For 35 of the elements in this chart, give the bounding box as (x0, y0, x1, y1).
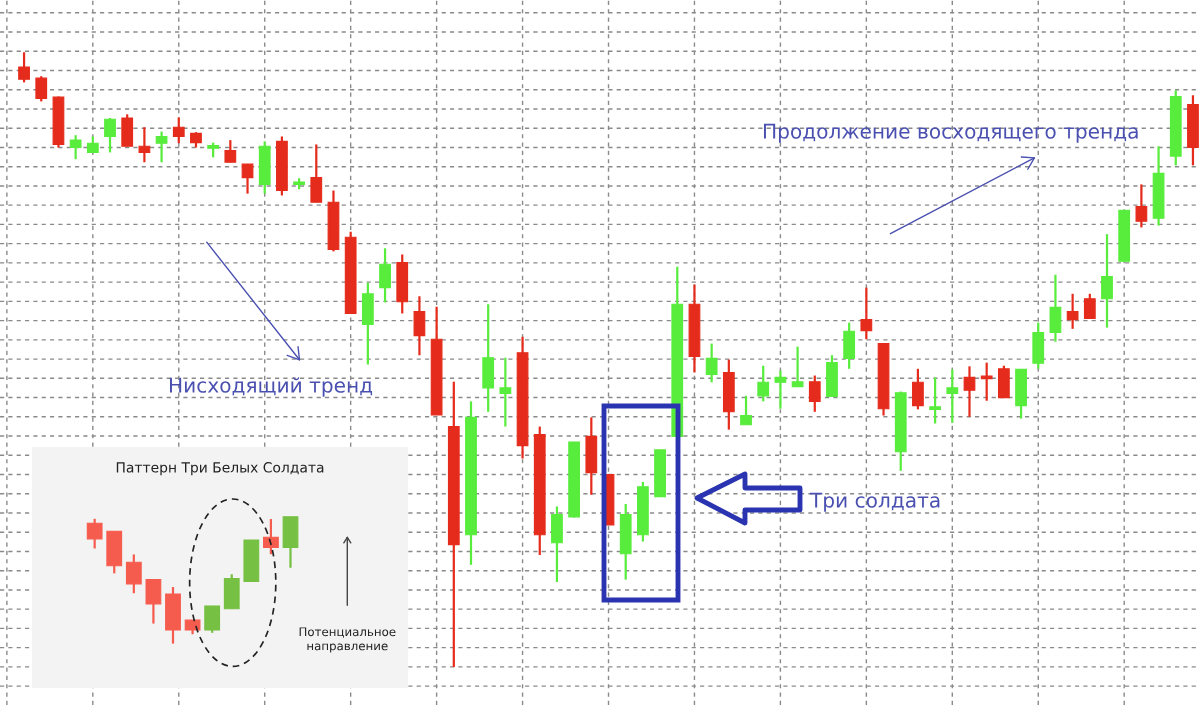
candlestick (241, 163, 254, 195)
candlestick (125, 553, 142, 595)
candlestick (963, 365, 976, 418)
candlestick (172, 116, 185, 145)
candlestick (224, 139, 237, 164)
candlestick (1101, 233, 1113, 329)
candlestick (413, 295, 426, 357)
annotation: Три солдата (809, 492, 940, 512)
candlestick (808, 374, 821, 413)
candlestick (791, 345, 804, 388)
candlestick (1066, 292, 1079, 330)
candlestick (35, 75, 48, 103)
candlestick (740, 394, 752, 426)
candlestick (1083, 292, 1096, 320)
candlestick (263, 517, 279, 556)
candlestick (104, 116, 116, 154)
candlestick (757, 364, 770, 403)
chart-title: Паттерн Три Белых Солдата (116, 462, 324, 476)
candlestick (69, 134, 82, 161)
candlestick (86, 517, 103, 550)
candlestick (929, 376, 941, 425)
candlestick (912, 367, 924, 411)
candlestick (155, 130, 168, 164)
annotation: Нисходящий тренд (169, 377, 373, 397)
annotation: Потенциальное направление (299, 627, 396, 653)
candlestick (18, 51, 30, 84)
candlestick (379, 247, 391, 304)
candlestick (138, 126, 151, 164)
candlestick (860, 286, 873, 341)
candlestick (774, 369, 787, 410)
candlestick (1135, 183, 1148, 229)
annotation: Продолжение восходящего тренда (763, 123, 1138, 143)
candlestick (705, 342, 718, 384)
candlestick (946, 368, 959, 424)
candlestick (499, 356, 512, 428)
